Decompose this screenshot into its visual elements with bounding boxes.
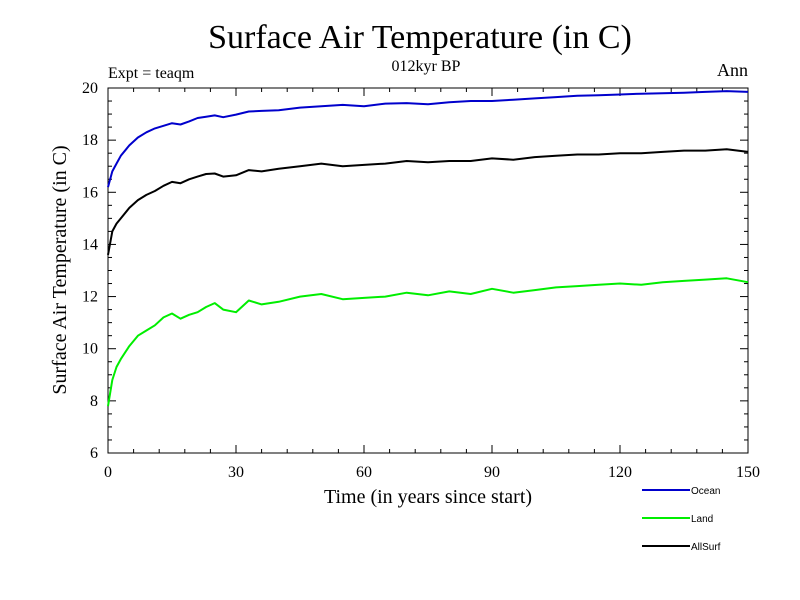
x-tick-label: 90 — [484, 464, 500, 481]
series-lines — [107, 90, 749, 407]
y-tick-label: 20 — [82, 80, 98, 97]
season-label: Ann — [717, 60, 748, 80]
plot-frame — [107, 87, 749, 454]
x-tick-label: 150 — [736, 464, 760, 481]
y-tick-label: 14 — [82, 236, 98, 253]
y-tick-label: 8 — [90, 393, 98, 410]
chart-title: Surface Air Temperature (in C) — [208, 19, 632, 56]
series-line-allsurf — [107, 148, 749, 256]
y-tick-label: 16 — [82, 184, 98, 201]
y-tick-label: 10 — [82, 341, 98, 358]
x-tick-label: 60 — [356, 464, 372, 481]
x-tick-label: 30 — [228, 464, 244, 481]
x-tick-label: 0 — [104, 464, 112, 481]
legend-label-land: Land — [691, 514, 713, 525]
y-tick-label: 18 — [82, 132, 98, 149]
axis-tick-labels: 0 30 60 90 120 150 6 8 10 12 14 16 18 20 — [82, 80, 760, 481]
legend-label-allsurf: AllSurf — [691, 542, 721, 553]
x-tick-label: 120 — [608, 464, 632, 481]
x-axis-label: Time (in years since start) — [324, 486, 532, 508]
y-tick-label: 12 — [82, 289, 98, 306]
y-axis-label: Surface Air Temperature (in C) — [49, 145, 71, 394]
series-line-ocean — [107, 90, 749, 188]
legend: Ocean Land AllSurf — [642, 486, 721, 553]
series-line-land — [107, 277, 749, 407]
axis-ticks — [107, 87, 749, 454]
chart-subtitle: 012kyr BP — [392, 58, 461, 75]
experiment-label: Expt = teaqm — [108, 65, 195, 82]
legend-label-ocean: Ocean — [691, 486, 720, 497]
y-tick-label: 6 — [90, 445, 98, 462]
